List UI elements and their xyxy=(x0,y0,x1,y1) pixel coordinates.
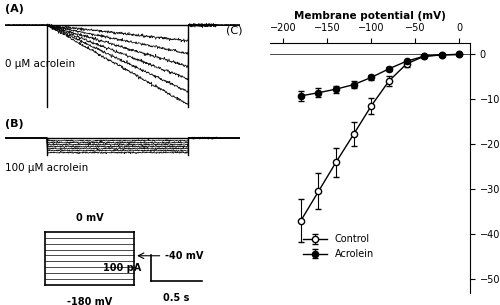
X-axis label: Membrane potential (mV): Membrane potential (mV) xyxy=(294,11,446,21)
Text: 0 mV: 0 mV xyxy=(76,214,104,223)
Text: 100 pA: 100 pA xyxy=(103,263,142,273)
Legend: Control, Acrolein: Control, Acrolein xyxy=(299,230,378,263)
Text: 0.5 s: 0.5 s xyxy=(164,293,190,303)
Text: -180 mV: -180 mV xyxy=(67,297,112,305)
Text: -40 mV: -40 mV xyxy=(165,251,203,261)
Text: 0 μM acrolein: 0 μM acrolein xyxy=(5,59,75,69)
Text: (C): (C) xyxy=(226,25,242,35)
Text: (B): (B) xyxy=(5,119,24,129)
Text: (A): (A) xyxy=(5,4,24,14)
Text: 100 μM acrolein: 100 μM acrolein xyxy=(5,163,88,173)
